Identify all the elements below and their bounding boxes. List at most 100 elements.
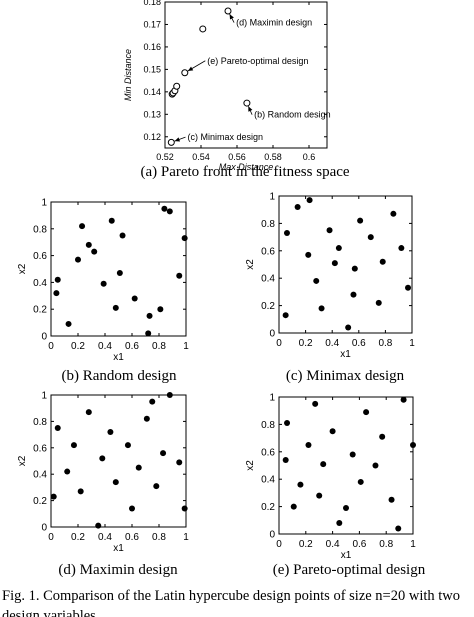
x-tick-label: 0.58	[264, 152, 282, 162]
x-tick-label: 0.6	[352, 539, 366, 550]
data-point	[50, 493, 57, 500]
x-tick-label: 0.6	[352, 338, 366, 349]
minimax-design-plot: 0 0.2 0.4 0.6 0.8 1 0 0.2 0.4 0.6 0.8 1 x1 x2	[245, 192, 415, 361]
caption-d: (d) Maximin design	[58, 562, 178, 578]
y-tick-label: 0.8	[33, 417, 47, 428]
data-point	[85, 409, 92, 416]
x-tick-label: 0	[48, 532, 54, 543]
pareto-front-plot: 0.52 0.54 0.56 0.58 0.6 0.12 0.13 0.14 0.15 0.16 0…	[123, 0, 331, 172]
data-point	[107, 428, 114, 435]
data-point	[400, 396, 407, 403]
caption-c: (c) Minimax design	[286, 368, 405, 384]
data-point	[75, 256, 81, 263]
data-point	[363, 409, 370, 416]
x-axis-label: x1	[340, 349, 351, 360]
x-tick-label: 1	[410, 539, 416, 550]
y-tick-label: 1	[41, 391, 47, 402]
data-point	[372, 462, 379, 469]
data-point	[367, 234, 374, 241]
data-point	[350, 291, 357, 298]
data-point	[305, 441, 312, 448]
data-point	[316, 492, 323, 499]
figure-caption-line2: design variables	[2, 608, 96, 617]
data-point	[306, 197, 313, 204]
annotation-label: (b) Random design	[254, 110, 331, 120]
data-point	[379, 433, 386, 440]
x-tick-label: 0.4	[325, 338, 339, 349]
data-point	[131, 295, 138, 302]
x-tick-label: 1	[183, 532, 189, 543]
x-axis-label: x1	[113, 543, 124, 554]
data-point	[145, 330, 152, 337]
data-point	[312, 400, 319, 407]
x-axis-label: x1	[341, 550, 352, 561]
data-point	[54, 425, 61, 431]
pareto-optimal-design-plot: 0 0.2 0.4 0.6 0.8 1 0 0.2 0.4 0.6 0.8 1 x1 x2	[245, 393, 416, 562]
x-tick-label: 0.2	[299, 539, 313, 550]
data-point	[326, 227, 333, 234]
data-point	[375, 299, 382, 306]
data-point	[176, 272, 183, 279]
data-point	[176, 459, 183, 466]
data-point	[53, 290, 60, 297]
y-tick-label: 1	[41, 198, 47, 209]
y-axis-label: Min Distance	[123, 49, 133, 101]
y-tick-label: 0.15	[143, 65, 161, 75]
caption-b: (b) Random design	[62, 368, 177, 384]
annotation-arrowhead	[248, 106, 253, 112]
data-point	[124, 442, 131, 449]
data-point	[290, 503, 297, 510]
data-point	[173, 82, 181, 90]
data-point	[85, 241, 92, 248]
data-point	[284, 420, 291, 427]
data-point	[388, 496, 395, 503]
y-tick-label: 0.8	[261, 219, 275, 230]
x-axis-label: x1	[113, 352, 124, 363]
data-point	[398, 245, 405, 252]
data-point	[157, 306, 164, 313]
y-tick-label: 0.4	[33, 278, 47, 289]
data-point	[166, 208, 173, 215]
data-point	[181, 235, 188, 242]
y-tick-label: 0.13	[143, 109, 161, 119]
data-point	[305, 251, 312, 258]
data-point	[95, 522, 102, 529]
data-point	[54, 276, 61, 283]
data-point	[108, 217, 115, 224]
y-tick-label: 0.2	[33, 496, 47, 507]
plot-frame-e	[278, 396, 414, 535]
y-tick-label: 0.4	[261, 274, 275, 285]
data-point	[329, 428, 336, 435]
data-point	[70, 442, 77, 449]
y-tick-label: 0.6	[33, 443, 47, 454]
y-tick-label: 0	[41, 523, 47, 534]
y-tick-label: 0.2	[33, 305, 47, 316]
y-tick-label: 0.4	[33, 470, 47, 481]
x-tick-label: 0	[276, 338, 282, 349]
data-point	[395, 525, 402, 532]
y-tick-label: 0.14	[143, 87, 161, 97]
y-tick-label: 0.6	[261, 447, 275, 458]
data-point	[283, 229, 290, 236]
x-tick-label: 0.8	[152, 532, 166, 543]
y-tick-label: 1	[269, 192, 275, 203]
y-tick-label: 1	[269, 393, 275, 404]
data-point	[135, 464, 142, 471]
x-tick-label: 0.52	[156, 152, 174, 162]
y-axis-label: x2	[17, 455, 28, 466]
x-tick-label: 0.6	[303, 152, 316, 162]
figure-caption-line1: Fig. 1. Comparison of the Latin hypercub…	[2, 588, 460, 604]
x-tick-label: 0.8	[379, 539, 393, 550]
annotation-arrowhead	[174, 137, 181, 142]
data-point	[351, 265, 358, 272]
data-point	[181, 69, 189, 77]
y-tick-label: 0.18	[143, 0, 161, 7]
x-tick-label: 0.56	[228, 152, 246, 162]
x-tick-label: 0.8	[378, 338, 392, 349]
data-point	[181, 505, 188, 512]
x-tick-label: 0.4	[98, 532, 112, 543]
figure-caption-text-2: design variables	[2, 608, 96, 617]
x-tick-label: 0.4	[326, 539, 340, 550]
data-point	[390, 210, 397, 217]
y-tick-label: 0.4	[261, 475, 275, 486]
